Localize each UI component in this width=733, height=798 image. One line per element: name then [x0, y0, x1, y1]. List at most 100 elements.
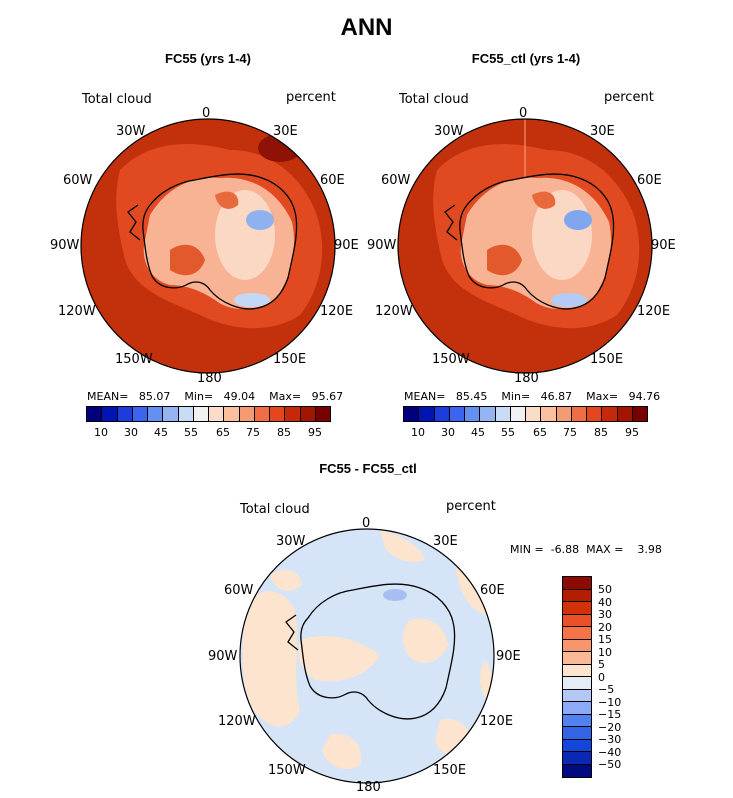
panel-1-stats: MEAN= 85.07 Min= 49.04 Max= 95.67: [87, 390, 344, 403]
figure-title: ANN: [340, 14, 393, 41]
colorbar-swatch: [541, 407, 557, 421]
min-cloud-patch: [246, 210, 274, 230]
colorbar-swatch: [510, 407, 526, 421]
diff-lon-60e: 60E: [480, 583, 505, 598]
colorbar-swatch: [148, 407, 164, 421]
diff-colorbar-swatch: [563, 664, 591, 677]
diff-colorbar-swatch: [563, 639, 591, 652]
colorbar-swatch: [117, 407, 133, 421]
panel-2-min: 46.87: [540, 390, 573, 403]
coastal-cloud-band: [433, 144, 640, 329]
colorbar-swatch: [617, 407, 633, 421]
positive-difference-patch: [242, 591, 300, 727]
diff-colorbar-swatch: [563, 714, 591, 727]
diff-units-label: percent: [446, 499, 496, 514]
antarctic-coastline: [127, 173, 298, 310]
colorbar-swatch: [285, 407, 301, 421]
panel-1-variable-label: Total cloud: [82, 92, 152, 107]
diff-colorbar-swatch: [563, 614, 591, 627]
diff-lon-90e: 90E: [496, 649, 521, 664]
p2-lon-120w: 120W: [375, 304, 413, 319]
diff-lon-0: 0: [362, 516, 371, 531]
panel-1-colorbar: [86, 406, 331, 422]
colorbar-swatch: [526, 407, 542, 421]
colorbar-swatch: [449, 407, 465, 421]
diff-lon-90w: 90W: [208, 649, 238, 664]
diff-lon-180: 180: [356, 780, 381, 795]
p1-lon-30e: 30E: [273, 124, 298, 139]
p2-lon-60w: 60W: [381, 173, 411, 188]
p2-lon-60e: 60E: [637, 173, 662, 188]
panel-2-variable-label: Total cloud: [399, 92, 469, 107]
diff-colorbar-swatch: [563, 752, 591, 765]
diff-colorbar: [562, 576, 592, 778]
diff-colorbar-swatch: [563, 589, 591, 602]
p1-lon-120w: 120W: [58, 304, 96, 319]
p2-lon-30w: 30W: [434, 124, 464, 139]
p1-lon-120e: 120E: [320, 304, 354, 319]
colorbar-swatch: [465, 407, 481, 421]
p2-lon-90w: 90W: [367, 238, 397, 253]
panel-2-mean: 85.45: [455, 390, 488, 403]
colorbar-swatch: [132, 407, 148, 421]
continent-cloud-field: [143, 177, 295, 309]
colorbar-swatch: [209, 407, 225, 421]
colorbar-swatch: [87, 407, 103, 421]
diff-lon-30e: 30E: [433, 534, 458, 549]
panel-2-max: 94.76: [628, 390, 661, 403]
p2-lon-180: 180: [514, 371, 539, 386]
coastal-cloud-band: [116, 144, 323, 329]
colorbar-swatch: [602, 407, 618, 421]
colorbar-swatch: [404, 407, 420, 421]
negative-difference-field: [240, 529, 494, 783]
panel-1-units-label: percent: [286, 90, 336, 105]
colorbar-swatch: [315, 407, 330, 421]
min-difference-patch: [383, 589, 407, 601]
panel-2-units-label: percent: [604, 90, 654, 105]
colorbar-swatch: [178, 407, 194, 421]
colorbar-swatch: [571, 407, 587, 421]
p2-lon-90e: 90E: [651, 238, 676, 253]
diff-max: 3.98: [637, 543, 662, 556]
antarctic-coastline: [285, 583, 456, 720]
diff-min: -6.88: [550, 543, 580, 556]
colorbar-swatch: [102, 407, 118, 421]
p1-lon-60w: 60W: [63, 173, 93, 188]
panel-2-title: FC55_ctl (yrs 1-4): [471, 51, 581, 66]
colorbar-swatch: [434, 407, 450, 421]
colorbar-swatch: [495, 407, 511, 421]
p2-lon-150e: 150E: [590, 352, 624, 367]
p2-lon-120e: 120E: [637, 304, 671, 319]
ocean-cloud-field: [81, 119, 335, 373]
panel-1-mean: 85.07: [138, 390, 171, 403]
diff-colorbar-swatch: [563, 652, 591, 665]
diff-variable-label: Total cloud: [240, 502, 310, 517]
diff-panel-title: FC55 - FC55_ctl: [319, 461, 417, 476]
p1-lon-90e: 90E: [334, 238, 359, 253]
colorbar-swatch: [632, 407, 647, 421]
p2-lon-0: 0: [519, 106, 528, 121]
colorbar-swatch: [193, 407, 209, 421]
p1-lon-0: 0: [202, 106, 211, 121]
colorbar-swatch: [300, 407, 316, 421]
diff-lon-30w: 30W: [276, 534, 306, 549]
diff-colorbar-swatch: [563, 702, 591, 715]
map-boundary-circle: [80, 118, 336, 374]
panel-2-colorbar-ticks: 10 30 45 55 65 75 85 95: [411, 426, 639, 439]
colorbar-swatch: [163, 407, 179, 421]
panel-2-stats: MEAN= 85.45 Min= 46.87 Max= 94.76: [404, 390, 661, 403]
p1-lon-150w: 150W: [115, 352, 153, 367]
diff-lon-120w: 120W: [218, 714, 256, 729]
colorbar-swatch: [480, 407, 496, 421]
diff-lon-150e: 150E: [433, 763, 467, 778]
p1-lon-60e: 60E: [320, 173, 345, 188]
panel-1-max: 95.67: [311, 390, 344, 403]
colorbar-swatch: [239, 407, 255, 421]
diff-colorbar-swatch: [563, 764, 591, 777]
p2-lon-30e: 30E: [590, 124, 615, 139]
panel-1-min: 49.04: [223, 390, 256, 403]
p1-lon-90w: 90W: [50, 238, 80, 253]
diff-colorbar-swatch: [563, 602, 591, 615]
antarctic-coastline: [444, 173, 615, 310]
diff-colorbar-swatch: [563, 677, 591, 690]
